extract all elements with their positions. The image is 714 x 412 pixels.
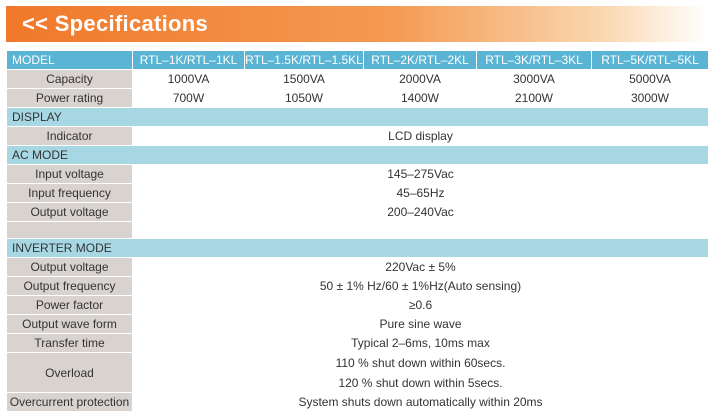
- table-cell: 3000VA: [476, 69, 592, 89]
- row-label-output-voltage: Output voltage: [6, 257, 133, 277]
- model-column-header: RTL–5K/RTL–5KL: [591, 50, 709, 70]
- table-row: Indicator LCD display: [6, 126, 709, 146]
- row-label-power-rating: Power rating: [6, 88, 133, 108]
- row-label-capacity: Capacity: [6, 69, 133, 89]
- table-cell: 120 % shut down within 5secs.: [132, 372, 709, 393]
- row-label-input-frequency: Input frequency: [6, 183, 133, 203]
- table-cell: 1400W: [363, 88, 477, 108]
- table-cell: 45–65Hz: [132, 183, 709, 203]
- table-cell: 145–275Vac: [132, 164, 709, 184]
- table-row: Output voltage 200–240Vac: [6, 202, 709, 222]
- table-row: Capacity 1000VA 1500VA 2000VA 3000VA 500…: [6, 69, 709, 89]
- table-cell: 1050W: [244, 88, 364, 108]
- table-row: Power factor ≥0.6: [6, 295, 709, 315]
- table-row: Transfer time Typical 2–6ms, 10ms max: [6, 333, 709, 353]
- table-cell: 110 % shut down within 60secs.: [132, 352, 709, 373]
- table-cell: 50 ± 1% Hz/60 ± 1%Hz(Auto sensing): [132, 276, 709, 296]
- model-column-header: RTL–1.5K/RTL–1.5KL: [244, 50, 364, 70]
- table-cell: 2100W: [476, 88, 592, 108]
- row-label-output-frequency: Output frequency: [6, 276, 133, 296]
- table-cell: 1000VA: [132, 69, 245, 89]
- row-label-power-factor: Power factor: [6, 295, 133, 315]
- empty-label-cell: [6, 221, 133, 239]
- table-cell: 200–240Vac: [132, 202, 709, 222]
- model-column-header: RTL–2K/RTL–2KL: [363, 50, 477, 70]
- table-cell: 3000W: [591, 88, 709, 108]
- section-row-display: DISPLAY: [6, 107, 709, 127]
- row-label-output-wave-form: Output wave form: [6, 314, 133, 334]
- section-header: INVERTER MODE: [6, 238, 709, 258]
- table-cell: Pure sine wave: [132, 314, 709, 334]
- row-label-output-voltage: Output voltage: [6, 202, 133, 222]
- model-header: MODEL: [6, 50, 133, 70]
- table-cell: 1500VA: [244, 69, 364, 89]
- section-header: DISPLAY: [6, 107, 709, 127]
- table-cell: 700W: [132, 88, 245, 108]
- table-row: Output frequency 50 ± 1% Hz/60 ± 1%Hz(Au…: [6, 276, 709, 296]
- row-label-transfer-time: Transfer time: [6, 333, 133, 353]
- row-label-overload: Overload: [6, 352, 133, 393]
- table-header-row: MODEL RTL–1K/RTL–1KL RTL–1.5K/RTL–1.5KL …: [6, 50, 709, 70]
- row-label-indicator: Indicator: [6, 126, 133, 146]
- table-cell: System shuts down automatically within 2…: [132, 392, 709, 412]
- table-row: Overload 110 % shut down within 60secs.: [6, 352, 709, 393]
- empty-cell: [132, 221, 709, 239]
- section-header: AC MODE: [6, 145, 709, 165]
- table-row: Input voltage 145–275Vac: [6, 164, 709, 184]
- model-column-header: RTL–1K/RTL–1KL: [132, 50, 245, 70]
- table-row: Overcurrent protection System shuts down…: [6, 392, 709, 412]
- table-cell: Typical 2–6ms, 10ms max: [132, 333, 709, 353]
- section-row-inverter-mode: INVERTER MODE: [6, 238, 709, 258]
- section-row-ac-mode: AC MODE: [6, 145, 709, 165]
- model-column-header: RTL–3K/RTL–3KL: [476, 50, 592, 70]
- table-cell: 5000VA: [591, 69, 709, 89]
- table-cell: LCD display: [132, 126, 709, 146]
- table-cell: 220Vac ± 5%: [132, 257, 709, 277]
- specifications-table: MODEL RTL–1K/RTL–1KL RTL–1.5K/RTL–1.5KL …: [6, 50, 709, 412]
- row-label-input-voltage: Input voltage: [6, 164, 133, 184]
- table-cell: ≥0.6: [132, 295, 709, 315]
- table-row: Power rating 700W 1050W 1400W 2100W 3000…: [6, 88, 709, 108]
- table-row: 120 % shut down within 5secs.: [7, 372, 709, 393]
- table-row: Output voltage 220Vac ± 5%: [6, 257, 709, 277]
- specifications-banner: << Specifications: [6, 6, 708, 42]
- row-label-overcurrent-protection: Overcurrent protection: [6, 392, 133, 412]
- page-title: << Specifications: [22, 11, 209, 36]
- table-row: Input frequency 45–65Hz: [6, 183, 709, 203]
- table-row: Output wave form Pure sine wave: [6, 314, 709, 334]
- table-cell: 2000VA: [363, 69, 477, 89]
- spacer-row: [6, 221, 709, 239]
